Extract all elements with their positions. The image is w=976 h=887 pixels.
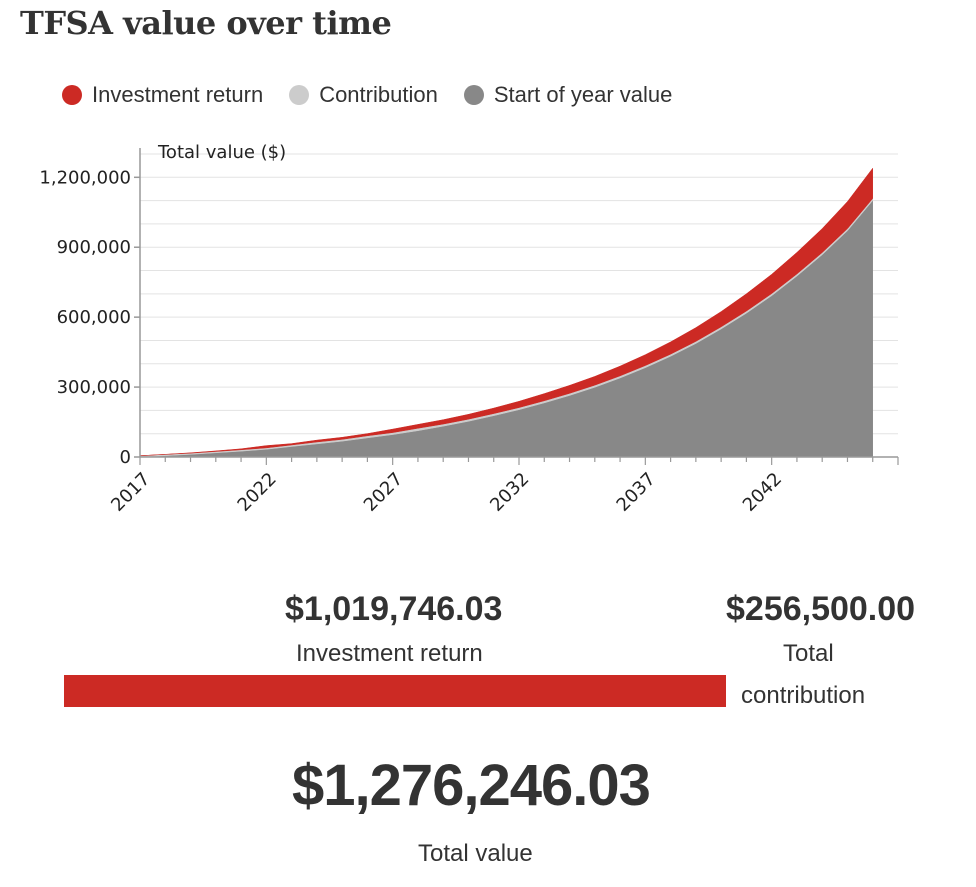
total-value: $1,276,246.03 xyxy=(292,753,651,818)
total-contribution-label-line2: contribution xyxy=(741,682,866,709)
x-tick-label: 2032 xyxy=(486,469,533,516)
y-tick-label: 300,000 xyxy=(57,377,131,398)
x-tick-label: 2027 xyxy=(360,469,407,516)
legend-dot-contribution xyxy=(289,85,310,105)
legend: Investment return Contribution Start of … xyxy=(62,82,698,108)
x-tick-label: 2017 xyxy=(107,469,154,516)
area-start-of-year-value xyxy=(139,199,873,458)
grid-lines xyxy=(140,153,898,435)
total-value-label: Total value xyxy=(418,840,533,867)
legend-dot-investment-return xyxy=(62,85,82,105)
area-series xyxy=(139,167,873,458)
legend-item-contribution: Contribution xyxy=(289,82,438,108)
total-contribution-label-line1: Total xyxy=(783,640,834,667)
y-tick-label: 600,000 xyxy=(57,307,131,328)
legend-label-start-of-year-value: Start of year value xyxy=(493,82,673,107)
y-tick-label: 0 xyxy=(120,447,131,468)
investment-return-bar xyxy=(64,675,726,707)
area-chart: 0 300,000 600,000 900,000 1,200,000 2017 2022 2… xyxy=(39,142,899,516)
legend-label-investment-return: Investment return xyxy=(92,82,264,107)
x-tick-label: 2022 xyxy=(234,469,281,516)
y-tick-label: 900,000 xyxy=(57,237,131,258)
y-tick-label: 1,200,000 xyxy=(39,167,131,188)
area-investment-return xyxy=(139,167,873,456)
investment-return-label: Investment return xyxy=(296,640,483,667)
total-contribution-value: $256,500.00 xyxy=(726,590,916,628)
legend-item-start-of-year-value: Start of year value xyxy=(463,82,673,108)
legend-item-investment-return: Investment return xyxy=(62,82,263,108)
y-axis-label: Total value ($) xyxy=(157,142,286,163)
x-tick-label: 2042 xyxy=(739,469,786,516)
legend-label-contribution: Contribution xyxy=(319,82,438,107)
investment-return-value: $1,019,746.03 xyxy=(285,590,503,628)
legend-dot-start-of-year-value xyxy=(463,85,484,105)
x-tick-label: 2037 xyxy=(613,469,660,516)
chart-title: TFSA value over time xyxy=(20,4,392,42)
